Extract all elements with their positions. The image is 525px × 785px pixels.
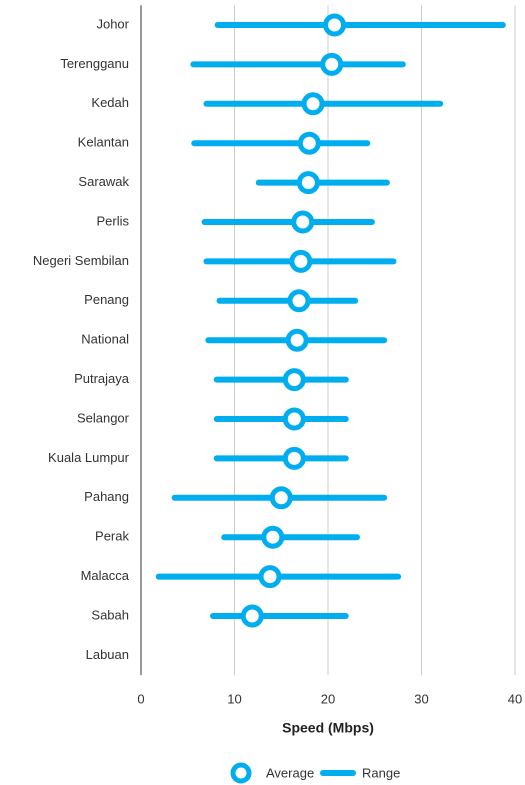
average-dot <box>258 565 282 589</box>
average-dot <box>282 368 306 392</box>
average-dot <box>282 446 306 470</box>
y-tick-label: Penang <box>84 292 129 307</box>
y-tick-label: Terengganu <box>60 56 129 71</box>
y-tick-label: Sabah <box>91 607 129 622</box>
average-dot <box>282 407 306 431</box>
legend-label: Range <box>362 765 400 780</box>
y-tick-label: Kedah <box>91 95 129 110</box>
y-tick-label: Pahang <box>84 489 129 504</box>
average-dot <box>289 249 313 273</box>
average-dot <box>296 171 320 195</box>
x-tick-label: 10 <box>227 691 241 706</box>
y-tick-label: Kelantan <box>78 135 129 150</box>
y-tick-label: Negeri Sembilan <box>33 253 129 268</box>
average-dot <box>261 525 285 549</box>
average-dot <box>287 289 311 313</box>
average-dot <box>269 486 293 510</box>
legend-swatch <box>230 762 252 784</box>
y-tick-label: Sarawak <box>78 174 129 189</box>
y-tick-label: Malacca <box>81 568 130 583</box>
average-dot <box>323 13 347 37</box>
average-dot <box>240 604 264 628</box>
y-tick-label: National <box>81 332 129 347</box>
average-dot <box>285 328 309 352</box>
y-tick-label: Putrajaya <box>74 371 130 386</box>
x-tick-label: 30 <box>414 691 428 706</box>
y-tick-label: Selangor <box>77 410 130 425</box>
average-dot <box>291 210 315 234</box>
average-dot <box>297 131 321 155</box>
x-tick-label: 20 <box>321 691 335 706</box>
x-tick-label: 0 <box>137 691 144 706</box>
y-tick-label: Labuan <box>86 647 129 662</box>
y-tick-label: Perak <box>95 529 129 544</box>
y-tick-label: Kuala Lumpur <box>48 450 130 465</box>
y-tick-label: Johor <box>96 16 129 31</box>
x-tick-label: 40 <box>508 691 522 706</box>
average-dot <box>301 92 325 116</box>
legend-label: Average <box>266 765 314 780</box>
average-dot <box>320 52 344 76</box>
x-axis-label: Speed (Mbps) <box>282 720 374 736</box>
y-tick-label: Perlis <box>96 213 129 228</box>
